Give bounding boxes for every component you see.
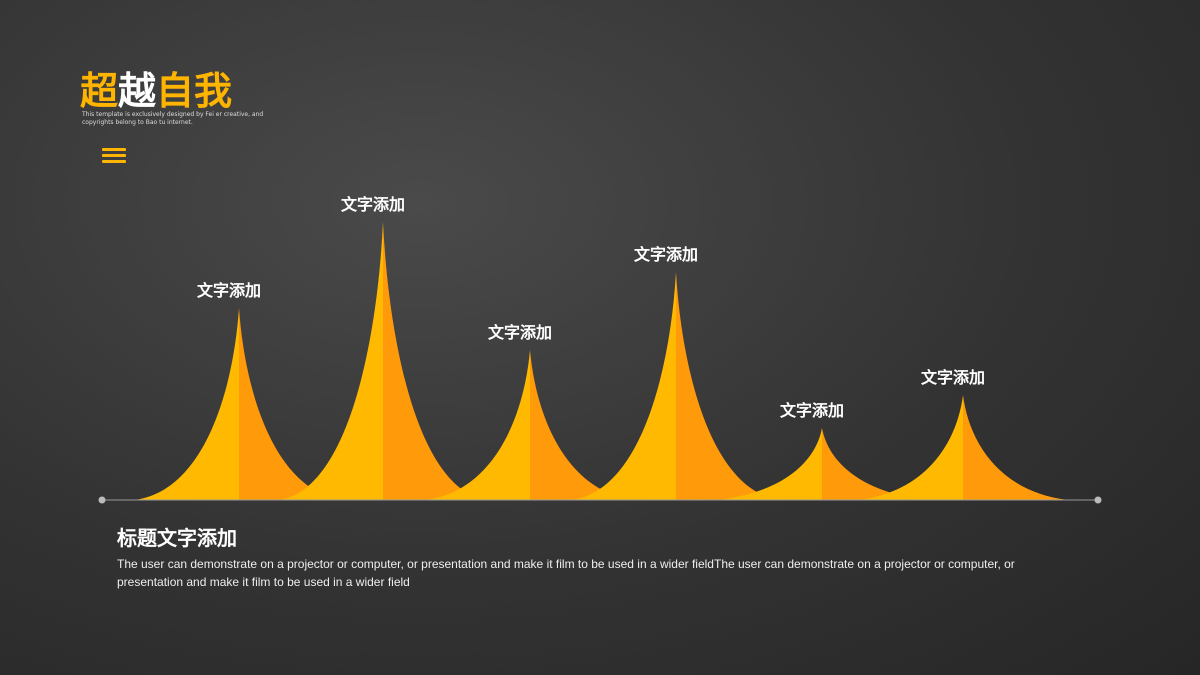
body-heading: 标题文字添加	[117, 526, 237, 550]
menu-icon[interactable]	[102, 148, 126, 166]
title-part: 自我	[156, 69, 233, 113]
body-text: The user can demonstrate on a projector …	[117, 557, 1015, 589]
peak-label: 文字添加	[921, 368, 985, 387]
peak-right	[530, 350, 635, 500]
peak-left	[425, 350, 530, 500]
title-part: 越	[118, 69, 157, 113]
peak-label: 文字添加	[634, 245, 698, 264]
peak-label: 文字添加	[780, 401, 844, 420]
peak-left	[717, 428, 822, 500]
peak-right	[963, 395, 1068, 500]
title: 超越自我	[80, 60, 232, 115]
peak-right	[383, 222, 488, 500]
peak-label: 文字添加	[197, 281, 261, 300]
peak-label: 文字添加	[341, 195, 405, 214]
peak-left	[858, 395, 963, 500]
peak-right	[676, 272, 781, 500]
baseline-dot	[98, 496, 106, 504]
peak-label: 文字添加	[488, 323, 552, 342]
peak-left	[134, 308, 239, 500]
peaks	[134, 222, 1068, 500]
peak-right	[822, 428, 927, 500]
subtitle: This template is exclusively designed by…	[82, 111, 264, 126]
baseline-dot	[1094, 496, 1102, 504]
peak-left	[278, 222, 383, 500]
peak-left	[571, 272, 676, 500]
title-part: 超	[80, 69, 119, 113]
peak-right	[239, 308, 344, 500]
